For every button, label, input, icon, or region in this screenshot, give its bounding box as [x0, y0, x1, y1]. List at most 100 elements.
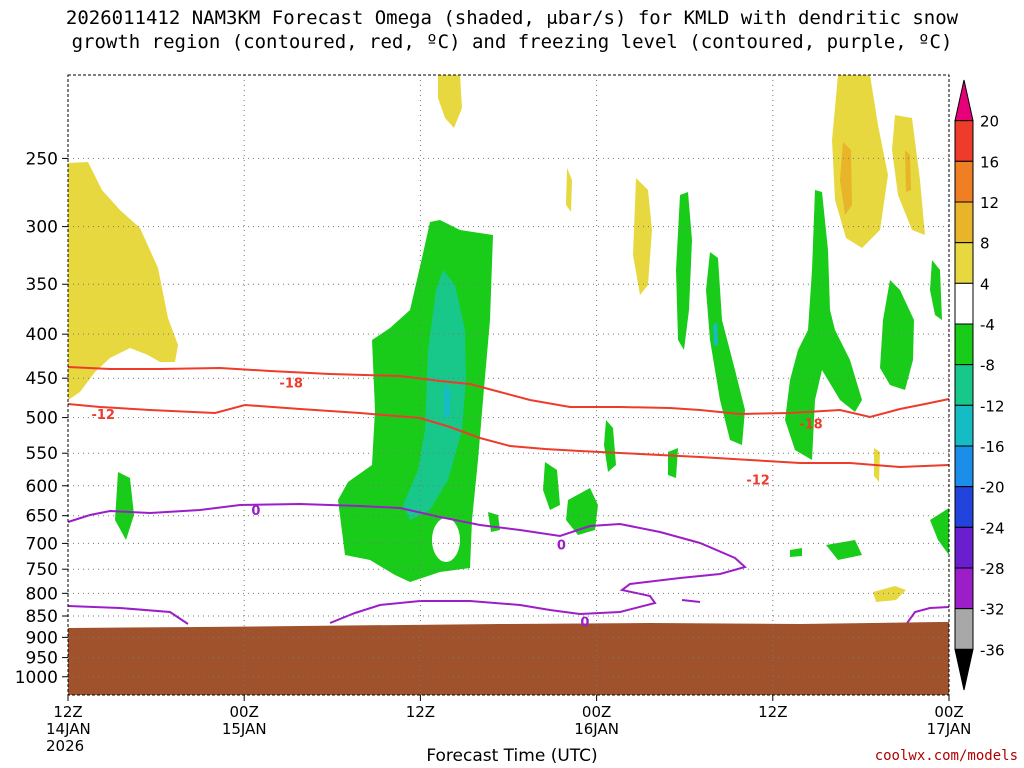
omega-negative-region-left-small	[115, 472, 134, 540]
colorbar-label: 4	[980, 275, 990, 293]
y-tick-label: 650	[26, 507, 58, 527]
omega-positive-region-dark	[840, 142, 852, 215]
omega-negative-region-plume-4	[880, 280, 914, 390]
freezing-level-contours	[67, 502, 950, 627]
ground-terrain	[68, 622, 949, 695]
y-tick-label: 850	[26, 607, 58, 627]
x-tick-label: 16JAN	[574, 720, 619, 738]
contour-freezing-0-upper	[67, 502, 748, 624]
contour-freezing-0-right	[904, 606, 950, 627]
chart-title: 2026011412 NAM3KM Forecast Omega (shaded…	[0, 6, 1024, 54]
y-tick-label: 250	[26, 149, 58, 169]
x-tick-label: 2026	[46, 737, 84, 755]
colorbar-swatch	[954, 282, 974, 325]
y-tick-label: 600	[26, 477, 58, 497]
y-tick-label: 700	[26, 534, 58, 554]
x-tick-label: 12Z	[53, 703, 82, 721]
omega-negative-region-small-c	[566, 488, 598, 535]
y-tick-label: 400	[26, 325, 58, 345]
x-tick-label: 12Z	[758, 703, 787, 721]
omega-negative-region-cyan-small	[713, 322, 718, 346]
x-axis-title: Forecast Time (UTC)	[426, 746, 598, 766]
colorbar-label: 12	[980, 194, 999, 212]
omega-negative-region-plume-2	[706, 252, 745, 445]
colorbar-label: -36	[980, 641, 1005, 659]
colorbar-swatch	[954, 79, 974, 122]
omega-positive-region-small-2	[633, 178, 652, 295]
omega-negative-region-small-g	[790, 548, 802, 557]
y-tick-label: 750	[26, 560, 58, 580]
contour-minus-18	[67, 366, 950, 419]
colorbar-label: -32	[980, 601, 1005, 619]
colorbar-swatch	[954, 364, 974, 406]
colorbar-swatch	[954, 201, 974, 244]
colorbar-swatch	[954, 567, 974, 610]
y-tick-label: 500	[26, 409, 58, 429]
x-tick-label: 15JAN	[222, 720, 267, 738]
gridlines	[68, 75, 949, 695]
colorbar-label: -16	[980, 438, 1005, 456]
contour-label: -18	[279, 376, 303, 391]
plot-frame	[67, 74, 950, 696]
omega-negative-region-plume-3	[785, 190, 862, 460]
colorbar-swatch	[954, 608, 974, 650]
y-tick-label: 900	[26, 628, 58, 648]
contour-label: -12	[746, 473, 770, 488]
colorbar-swatch	[954, 486, 974, 528]
contour-labels: -18 -12 -18 -12 0 0 0	[91, 376, 822, 630]
x-tick-label: 00Z	[230, 703, 259, 721]
contour-freezing-0-lower	[67, 605, 189, 625]
x-tick-label: 14JAN	[46, 720, 91, 738]
omega-negative-region-small-b	[543, 462, 560, 510]
y-tick-label: 550	[26, 444, 58, 464]
y-tick-label: 300	[26, 218, 58, 238]
omega-negative-region-plume-5	[930, 260, 942, 320]
y-tick-label: 950	[26, 649, 58, 669]
omega-positive-region-dark-2	[905, 150, 911, 192]
colorbar-swatch	[954, 120, 974, 162]
colorbar-label: -20	[980, 479, 1005, 497]
omega-shading	[68, 75, 949, 602]
colorbar-label: 20	[980, 113, 999, 131]
y-axis: 2503003504004505005506006507007508008509…	[15, 149, 68, 688]
colorbar-label: -24	[980, 519, 1005, 537]
colorbar-label: 8	[980, 235, 990, 253]
colorbar-label: -28	[980, 560, 1005, 578]
omega-negative-region-plume-1	[676, 192, 692, 350]
omega-positive-region-left	[68, 162, 178, 400]
y-tick-label: 1000	[15, 668, 58, 688]
colorbar-label: -8	[980, 357, 995, 375]
colorbar-swatch	[954, 242, 974, 284]
colorbar-swatch	[954, 445, 974, 488]
x-tick-label: 00Z	[934, 703, 963, 721]
chart-title-line-2: growth region (contoured, red, ºC) and f…	[71, 31, 953, 53]
contour-label: 0	[580, 616, 589, 631]
omega-positive-region-small-1	[566, 168, 572, 212]
credit-text: coolwx.com/models	[874, 748, 1018, 764]
colorbar-label: -4	[980, 316, 995, 334]
omega-positive-region-top-center	[438, 75, 462, 128]
contour-freezing-0-small	[681, 599, 701, 603]
contour-label: 0	[557, 538, 566, 553]
x-tick-label: 12Z	[406, 703, 435, 721]
contour-label: 0	[251, 504, 260, 519]
omega-negative-region-center-cyan	[444, 385, 450, 418]
colorbar-swatch	[954, 160, 974, 203]
y-tick-label: 450	[26, 369, 58, 389]
omega-negative-region-right-edge	[930, 508, 949, 555]
omega-negative-region-center-teal	[403, 270, 466, 520]
chart-title-line-1: 2026011412 NAM3KM Forecast Omega (shaded…	[65, 7, 959, 29]
omega-negative-region-small-f	[826, 540, 862, 560]
omega-hole-center	[432, 518, 460, 562]
x-tick-label: 17JAN	[927, 720, 972, 738]
x-tick-label: 00Z	[582, 703, 611, 721]
colorbar: 20 16 12 8 4 -4 -8 -12 -16 -20 -24 -28 -32 -36	[954, 79, 1005, 691]
colorbar-swatch	[954, 323, 974, 366]
contour-label: -18	[799, 418, 823, 433]
omega-negative-region-small-d	[604, 420, 616, 472]
colorbar-swatch	[954, 526, 974, 569]
contour-minus-12	[67, 403, 950, 469]
omega-positive-region-small-3	[873, 586, 906, 602]
